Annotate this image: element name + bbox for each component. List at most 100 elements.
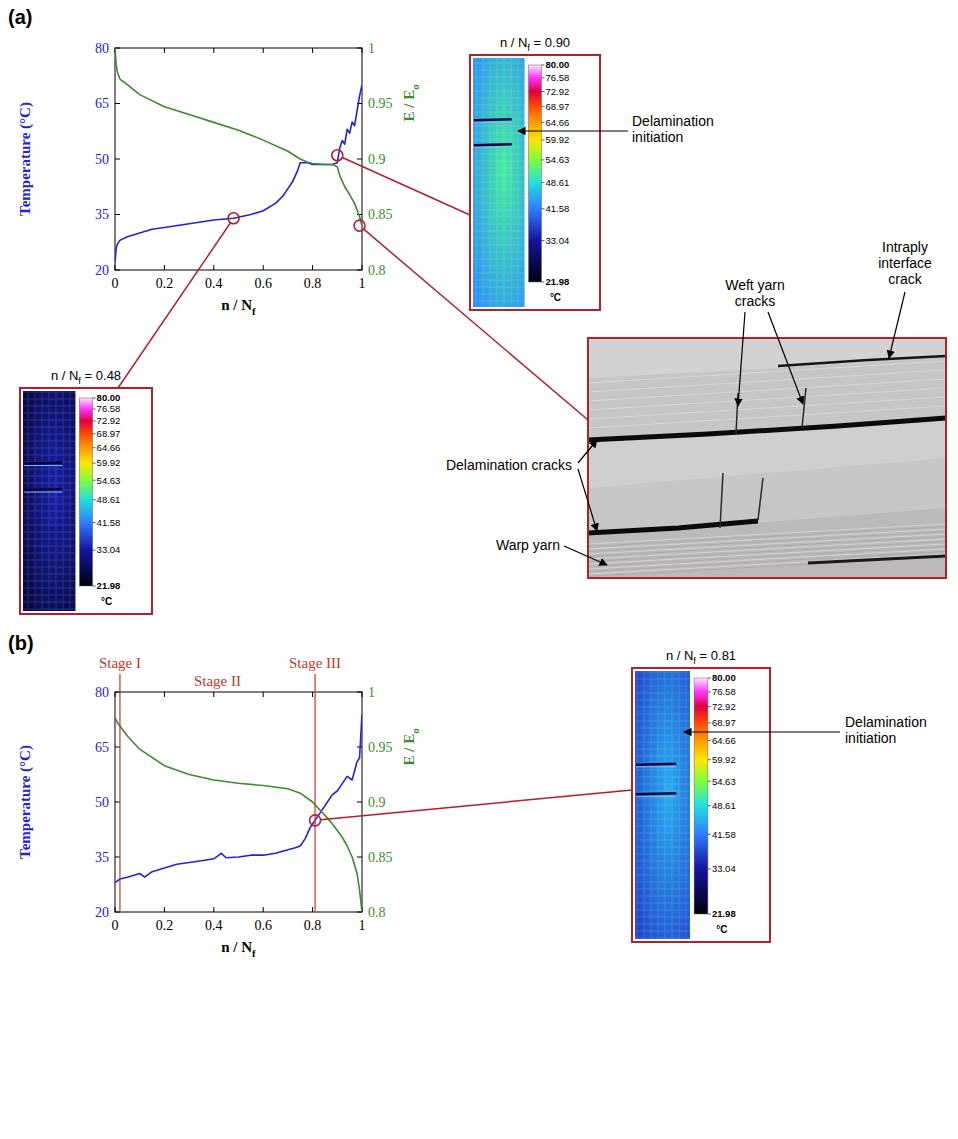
x-tick: [213, 907, 214, 912]
crack-edge: [636, 796, 676, 797]
y-tick-label: 50: [95, 795, 109, 810]
colorbar-label: 72.92: [712, 701, 736, 712]
x-axis-title: n / Nf: [221, 939, 256, 959]
colorbar-tick: [93, 463, 96, 464]
series-group: [115, 48, 362, 263]
y-tick: [115, 912, 120, 913]
fibre: [588, 537, 946, 557]
y-tick: [115, 270, 120, 271]
crack-edge: [24, 492, 62, 493]
y2-tick: [357, 270, 362, 271]
y2-tick-label: 0.95: [368, 96, 393, 111]
inset-frame: [632, 668, 770, 942]
colorbar-tick: [542, 122, 545, 123]
series-group: [115, 714, 362, 912]
x-tick: [115, 907, 116, 912]
x-tick: [362, 265, 363, 270]
weft-crack: [736, 393, 738, 434]
colorbar-label: 76.58: [546, 72, 570, 83]
colorbar-tick: [542, 91, 545, 92]
micrograph: [588, 338, 946, 578]
text-line: cracks: [735, 293, 775, 309]
x-tick-label: 0.6: [254, 276, 272, 291]
colorbar: [79, 398, 92, 586]
x-tick: [312, 907, 313, 912]
y-tick: [115, 747, 120, 748]
y2-axis-title: E / Eo: [401, 84, 421, 121]
x-tick-label: 0.4: [205, 918, 223, 933]
fibre: [588, 539, 946, 559]
y2-tick-label: 0.8: [368, 905, 386, 920]
colorbar-tick: [542, 140, 545, 141]
x-tick-label: 0.2: [156, 918, 174, 933]
text-line: Delamination: [632, 113, 714, 129]
inset-frame: [470, 55, 600, 310]
colorbar: [694, 678, 708, 914]
micrograph-label: Warp yarn: [496, 537, 560, 553]
x-tick: [263, 48, 264, 53]
data-line: [115, 717, 362, 912]
x-tick-label: 0.4: [205, 276, 223, 291]
colorbar-label: 54.63: [712, 776, 736, 787]
label-subscript: f: [252, 305, 256, 317]
crack: [636, 764, 676, 765]
y-tick: [115, 692, 120, 693]
text-line: Weft yarn: [725, 277, 785, 293]
fibre: [588, 552, 946, 572]
y2-tick: [357, 692, 362, 693]
colorbar-tick: [708, 869, 711, 870]
colorbar-label: 76.58: [712, 686, 736, 697]
fibre: [588, 554, 946, 574]
inset-marker: [332, 150, 343, 161]
text-line: Warp yarn: [496, 537, 560, 553]
colorbar-label: 68.97: [712, 717, 736, 728]
colorbar-tick: [93, 586, 96, 587]
label-text: n / N: [666, 648, 693, 663]
colorbar-tick: [93, 420, 96, 421]
colorbar-label: 72.92: [546, 86, 570, 97]
x-tick-label: 1: [359, 276, 366, 291]
colorbar-unit: °C: [716, 924, 727, 935]
crack-edge: [636, 766, 676, 767]
colorbar-tick: [542, 65, 545, 66]
colorbar-tick: [93, 433, 96, 434]
colorbar-tick: [708, 834, 711, 835]
label-text: n / N: [221, 297, 252, 313]
colorbar-tick: [93, 522, 96, 523]
crack: [24, 489, 62, 490]
layer-line: [588, 370, 946, 392]
x-tick: [263, 692, 264, 697]
x-tick: [213, 692, 214, 697]
colorbar-label: 48.61: [712, 800, 736, 811]
fibre: [588, 547, 946, 567]
chart-panel: (b)00.20.40.60.8120355065800.80.850.90.9…: [8, 632, 927, 959]
arrow: [578, 440, 597, 463]
fibre: [588, 544, 946, 564]
colorbar-tick: [542, 208, 545, 209]
figure: (a)00.20.40.60.8120355065800.80.850.90.9…: [0, 0, 958, 1139]
y2-tick-label: 0.8: [368, 263, 386, 278]
weft-crack: [758, 478, 763, 520]
arrow: [768, 312, 803, 404]
inset-marker: [354, 220, 365, 231]
x-tick-label: 0.8: [304, 276, 322, 291]
text-line: Intraply: [882, 239, 928, 255]
inset-caption: n / Nf = 0.90: [500, 35, 570, 53]
thermal-image: [23, 391, 75, 611]
colorbar-tick: [93, 499, 96, 500]
layer-line: [588, 397, 946, 419]
x-tick-label: 0: [112, 276, 119, 291]
crack: [636, 793, 676, 794]
colorbar-label: 64.66: [546, 117, 570, 128]
thermal-texture: [23, 391, 75, 611]
colorbar-label: 54.63: [97, 475, 121, 486]
colorbar-unit: °C: [550, 292, 561, 303]
y-tick-label: 35: [95, 850, 109, 865]
y-tick-label: 20: [95, 263, 109, 278]
colorbar-label: 68.97: [97, 428, 121, 439]
thermal-image: [473, 58, 525, 307]
colorbar-label: 21.98: [712, 908, 736, 919]
x-tick: [115, 265, 116, 270]
plot-frame: [115, 692, 362, 912]
y-tick: [115, 802, 120, 803]
